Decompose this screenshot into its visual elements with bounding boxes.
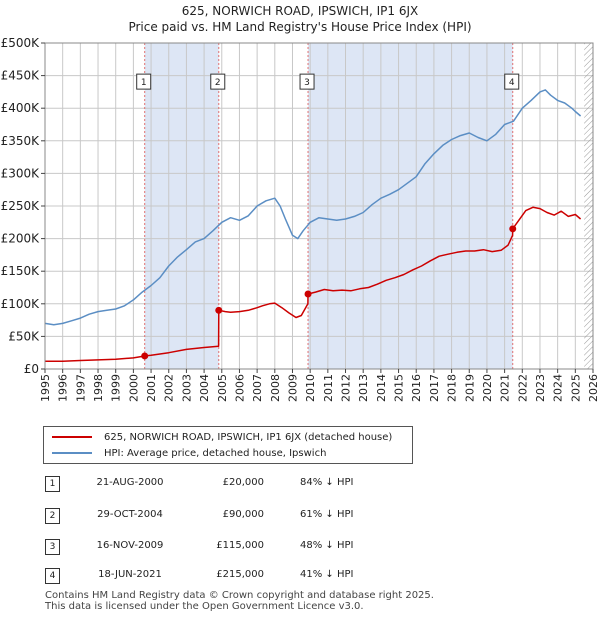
transaction-label: 4: [509, 78, 515, 88]
x-tick-label: 2005: [216, 374, 229, 402]
y-tick-label: £50K: [8, 329, 40, 343]
transaction-price: £215,000: [216, 569, 264, 580]
hpi-series-line: [44, 89, 582, 326]
x-tick-label: 2015: [393, 374, 406, 402]
legend: 625, NORWICH ROAD, IPSWICH, IP1 6JX (det…: [43, 426, 413, 464]
x-tick-label: 1997: [74, 374, 87, 402]
transaction-label: 2: [215, 78, 221, 88]
transaction-point: [141, 352, 149, 360]
transaction-number: 1: [45, 476, 60, 492]
transaction-label-box: [136, 73, 152, 90]
transaction-hpi-delta: 61% ↓ HPI: [300, 509, 354, 520]
x-tick-label: 2022: [516, 374, 529, 402]
transaction-date: 16-NOV-2009: [96, 540, 164, 551]
chart-subtitle: Price paid vs. HM Land Registry's House …: [128, 20, 472, 34]
x-tick-label: 2000: [127, 374, 140, 402]
transaction-number: 2: [45, 508, 60, 524]
x-tick-label: 2003: [180, 374, 193, 402]
legend-price-label: 625, NORWICH ROAD, IPSWICH, IP1 6JX (det…: [104, 431, 393, 443]
transaction-hpi-delta: 41% ↓ HPI: [300, 569, 354, 580]
transaction-label: 1: [141, 78, 147, 88]
x-tick-label: 2024: [552, 374, 565, 402]
transaction-date: 18-JUN-2021: [98, 569, 162, 580]
x-tick-label: 2020: [481, 374, 494, 402]
table-row: 2 29-OCT-2004 £90,000 61% ↓ HPI: [0, 508, 600, 528]
hpi-line-swatch: [52, 452, 92, 454]
table-row: 1 21-AUG-2000 £20,000 84% ↓ HPI: [0, 476, 600, 496]
chart-title: 625, NORWICH ROAD, IPSWICH, IP1 6JX: [181, 4, 419, 18]
x-tick-label: 2004: [198, 374, 211, 402]
x-tick-label: 1999: [110, 374, 123, 402]
x-tick-label: 2018: [446, 374, 459, 402]
y-tick-label: £100K: [1, 297, 41, 311]
table-row: 3 16-NOV-2009 £115,000 48% ↓ HPI: [0, 539, 600, 559]
x-tick-label: 2002: [163, 374, 176, 402]
price-chart: 1 2 3 4 £0 £50K £100K £150K £200K £250K £300K £350…: [1, 36, 600, 402]
transaction-label-box: [210, 73, 226, 90]
transaction-price: £115,000: [216, 540, 264, 551]
y-tick-label: £450K: [1, 69, 41, 83]
x-tick-label: 2009: [286, 374, 299, 402]
transaction-point: [304, 290, 312, 298]
y-tick-label: £250K: [1, 199, 41, 213]
y-tick-label: £0: [24, 362, 39, 376]
x-tick-label: 2016: [410, 374, 423, 402]
y-tick-label: £150K: [1, 264, 41, 278]
legend-item-price: 625, NORWICH ROAD, IPSWICH, IP1 6JX (det…: [52, 429, 392, 445]
x-tick-label: 2014: [375, 374, 388, 402]
y-tick-label: £300K: [1, 166, 41, 180]
transaction-point: [215, 306, 223, 314]
x-tick-label: 2017: [428, 374, 441, 402]
x-tick-label: 1995: [39, 374, 52, 402]
x-tick-label: 2026: [587, 374, 600, 402]
footer-licence: This data is licensed under the Open Gov…: [45, 601, 364, 612]
transaction-point: [509, 225, 517, 233]
x-tick-label: 2008: [269, 374, 282, 402]
x-tick-label: 1996: [57, 374, 70, 402]
y-tick-label: £400K: [1, 101, 41, 115]
transaction-number: 3: [45, 539, 60, 555]
table-row: 4 18-JUN-2021 £215,000 41% ↓ HPI: [0, 568, 600, 588]
transaction-label: 3: [304, 78, 310, 88]
x-tick-label: 2025: [569, 374, 582, 402]
x-tick-label: 2001: [145, 374, 158, 402]
y-tick-label: £200K: [1, 232, 41, 246]
price-line-swatch: [52, 436, 92, 438]
x-tick-label: 2010: [304, 374, 317, 402]
transaction-date: 29-OCT-2004: [97, 509, 163, 520]
footer-copyright: Contains HM Land Registry data © Crown c…: [45, 590, 434, 601]
x-tick-label: 2013: [357, 374, 370, 402]
x-tick-label: 2012: [340, 374, 353, 402]
y-tick-label: £350K: [1, 134, 41, 148]
x-tick-label: 2011: [322, 374, 335, 402]
transaction-hpi-delta: 48% ↓ HPI: [300, 540, 354, 551]
transaction-price: £20,000: [222, 477, 264, 488]
x-tick-label: 1998: [92, 374, 105, 402]
forecast-hatch: [584, 43, 593, 369]
x-tick-label: 2006: [233, 374, 246, 402]
transaction-price: £90,000: [222, 509, 264, 520]
x-tick-label: 2007: [251, 374, 264, 402]
x-tick-label: 2021: [499, 374, 512, 402]
legend-hpi-label: HPI: Average price, detached house, Ipsw…: [104, 447, 327, 459]
transaction-hpi-delta: 84% ↓ HPI: [300, 477, 354, 488]
legend-item-hpi: HPI: Average price, detached house, Ipsw…: [52, 445, 326, 461]
transaction-number: 4: [45, 568, 60, 584]
y-tick-label: £500K: [1, 36, 41, 50]
transaction-label-box: [504, 73, 520, 90]
transaction-date: 21-AUG-2000: [96, 477, 164, 488]
x-tick-label: 2019: [463, 374, 476, 402]
x-tick-label: 2023: [534, 374, 547, 402]
transaction-label-box: [299, 73, 315, 90]
